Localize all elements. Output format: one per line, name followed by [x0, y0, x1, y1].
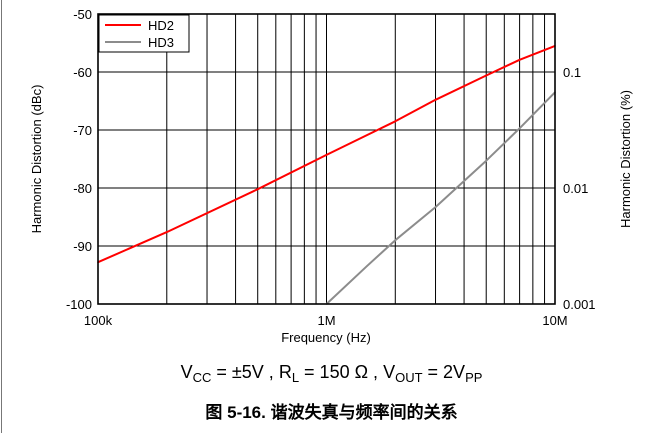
- figure-caption: 图 5-16. 谐波失真与频率间的关系: [205, 403, 458, 422]
- vcc-value: = ±5V ,: [211, 362, 279, 382]
- data-point-hd3: [518, 127, 521, 130]
- vout-subscript: OUT: [395, 370, 423, 385]
- data-point-hd3: [394, 239, 397, 241]
- y-axis-label-left: Harmonic Distortion (dBc): [29, 85, 44, 234]
- legend-box: [98, 14, 190, 53]
- page-left-rule: [1, 0, 2, 433]
- y-tick-label-left: -80: [73, 181, 92, 196]
- rl-value: = 150 Ω ,: [299, 362, 384, 382]
- data-point-hd2: [325, 154, 328, 156]
- y-tick-label-left: -70: [73, 123, 92, 138]
- y-tick-label-left: -60: [73, 65, 92, 80]
- grid: [98, 14, 555, 304]
- series-line-hd3: [325, 91, 556, 305]
- data-point-hd2: [394, 120, 397, 123]
- plot-frame: [97, 13, 556, 305]
- x-tick-label: 1M: [317, 313, 335, 328]
- x-tick-label: 10M: [542, 313, 567, 328]
- vpp-subscript: PP: [465, 370, 483, 385]
- vout-value: = 2V: [422, 362, 466, 382]
- y-tick-label-right: 0.1: [563, 65, 581, 80]
- data-point-hd2: [518, 59, 521, 61]
- vcc-subscript: CC: [192, 370, 212, 385]
- data-point-hd2: [434, 99, 437, 101]
- data-point-hd2: [485, 74, 488, 77]
- y-tick-label-left: -100: [66, 297, 92, 312]
- y-axis-label-right: Harmonic Distortion (%): [618, 90, 633, 228]
- rl-symbol: R: [278, 362, 292, 382]
- test-conditions: VCC = ±5V , RL = 150 Ω , VOUT = 2VPP: [0, 362, 663, 385]
- data-point-hd2: [166, 231, 168, 233]
- y-tick-label-right: 0.01: [563, 181, 588, 196]
- tick-labels: 100k 1M 10M -50 -60 -70 -80 -90 -100 0.1 0.01 0.001: [66, 7, 596, 328]
- data-point-hd2: [256, 188, 259, 190]
- data-point-hd3: [434, 206, 437, 208]
- data-point-hd3: [485, 159, 488, 162]
- y-tick-label-left: -90: [73, 239, 92, 254]
- y-tick-label-left: -50: [73, 7, 92, 22]
- rl-subscript: L: [291, 370, 300, 385]
- legend: HD2 HD3: [98, 14, 190, 53]
- data-point-hd3: [365, 265, 368, 268]
- legend-hd3-label: HD3: [148, 35, 174, 50]
- vout-symbol: V: [383, 362, 396, 382]
- y-tick-label-right: 0.001: [563, 297, 596, 312]
- x-axis-label: Frequency (Hz): [281, 330, 371, 345]
- vcc-symbol: V: [180, 362, 193, 382]
- legend-hd2-label: HD2: [148, 18, 174, 33]
- x-tick-label: 100k: [84, 313, 113, 328]
